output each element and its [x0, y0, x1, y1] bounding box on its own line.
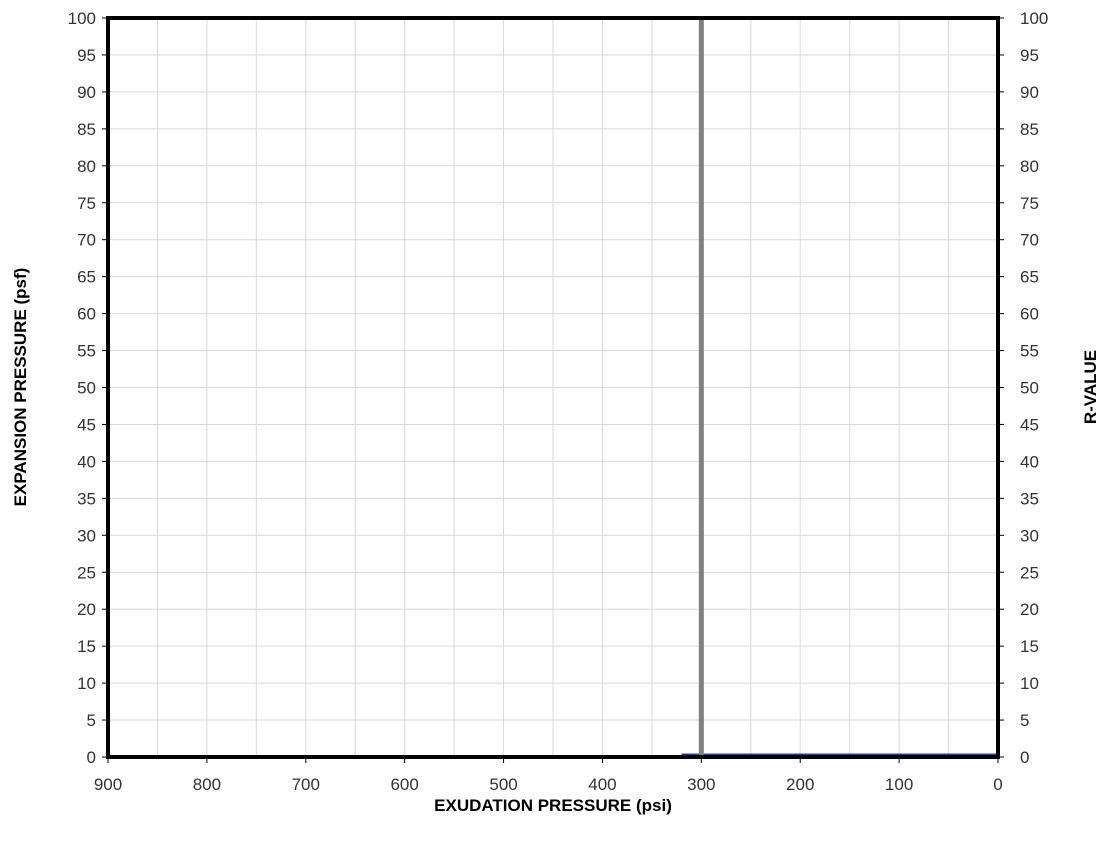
- y-tick-label: 35: [77, 489, 96, 508]
- y2-tick-label: 100: [1020, 9, 1048, 28]
- y2-tick-label: 45: [1020, 415, 1039, 434]
- y-tick-label: 50: [77, 379, 96, 398]
- x-tick-label: 200: [786, 775, 814, 794]
- x-tick-label: 800: [193, 775, 221, 794]
- y-tick-label: 45: [77, 415, 96, 434]
- y2-tick-label: 75: [1020, 194, 1039, 213]
- y2-tick-label: 50: [1020, 379, 1039, 398]
- y-tick-label: 10: [77, 674, 96, 693]
- y-tick-label: 30: [77, 526, 96, 545]
- y2-tick-label: 70: [1020, 231, 1039, 250]
- x-tick-label: 900: [94, 775, 122, 794]
- y2-tick-label: 60: [1020, 305, 1039, 324]
- y2-tick-label: 25: [1020, 563, 1039, 582]
- y2-tick-label: 65: [1020, 268, 1039, 287]
- y2-tick-label: 80: [1020, 157, 1039, 176]
- y-tick-label: 15: [77, 637, 96, 656]
- tick-labels: 0510152025303540455055606570758085909510…: [68, 9, 1049, 794]
- y2-axis-title: R-VALUE: [1081, 350, 1100, 424]
- y-tick-label: 70: [77, 231, 96, 250]
- y2-tick-label: 5: [1020, 711, 1029, 730]
- y-tick-label: 40: [77, 452, 96, 471]
- y-tick-label: 75: [77, 194, 96, 213]
- y-tick-label: 100: [68, 9, 96, 28]
- x-axis-title: EXUDATION PRESSURE (psi): [434, 796, 672, 815]
- x-tick-label: 700: [292, 775, 320, 794]
- y-tick-label: 95: [77, 46, 96, 65]
- y-tick-label: 90: [77, 83, 96, 102]
- y-tick-label: 60: [77, 305, 96, 324]
- x-tick-label: 500: [489, 775, 517, 794]
- grid: [108, 18, 998, 757]
- y-tick-label: 85: [77, 120, 96, 139]
- y2-tick-label: 90: [1020, 83, 1039, 102]
- y-tick-label: 20: [77, 600, 96, 619]
- y-tick-label: 80: [77, 157, 96, 176]
- y2-tick-label: 55: [1020, 342, 1039, 361]
- x-tick-label: 300: [687, 775, 715, 794]
- x-tick-label: 400: [588, 775, 616, 794]
- x-tick-label: 100: [885, 775, 913, 794]
- y2-tick-label: 30: [1020, 526, 1039, 545]
- data-layer: [681, 18, 998, 757]
- y-tick-label: 55: [77, 342, 96, 361]
- y-tick-label: 25: [77, 563, 96, 582]
- y2-tick-label: 85: [1020, 120, 1039, 139]
- y2-tick-label: 35: [1020, 489, 1039, 508]
- y2-tick-label: 15: [1020, 637, 1039, 656]
- y2-tick-label: 10: [1020, 674, 1039, 693]
- y-tick-label: 0: [87, 748, 96, 767]
- y-axis-title: EXPANSION PRESSURE (psf): [11, 268, 30, 507]
- x-tick-label: 600: [390, 775, 418, 794]
- y2-tick-label: 40: [1020, 452, 1039, 471]
- y-tick-label: 65: [77, 268, 96, 287]
- x-tick-label: 0: [993, 775, 1002, 794]
- y2-tick-label: 95: [1020, 46, 1039, 65]
- y-tick-label: 5: [87, 711, 96, 730]
- y2-tick-label: 0: [1020, 748, 1029, 767]
- y2-tick-label: 20: [1020, 600, 1039, 619]
